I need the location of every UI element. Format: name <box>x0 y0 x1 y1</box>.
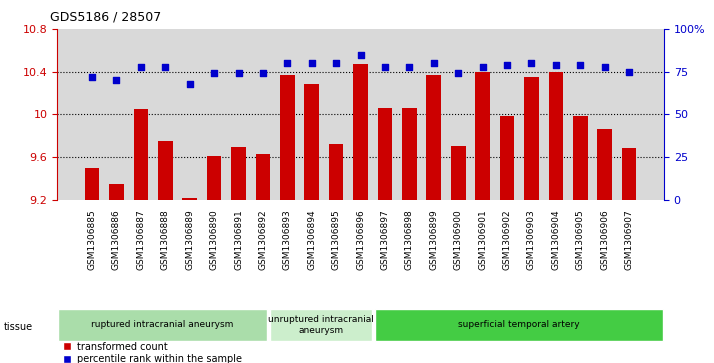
Bar <box>524 77 539 363</box>
Point <box>526 60 537 66</box>
Text: superficial temporal artery: superficial temporal artery <box>458 321 580 329</box>
Point <box>86 74 98 80</box>
Point <box>257 70 268 76</box>
Point <box>379 64 391 69</box>
Bar <box>402 108 417 363</box>
Point <box>428 60 440 66</box>
Bar <box>622 148 636 363</box>
Bar <box>231 147 246 363</box>
Point <box>477 64 488 69</box>
Text: ruptured intracranial aneurysm: ruptured intracranial aneurysm <box>91 321 234 329</box>
Point <box>599 64 610 69</box>
Point <box>208 70 220 76</box>
Point <box>453 70 464 76</box>
Legend: transformed count, percentile rank within the sample: transformed count, percentile rank withi… <box>62 342 241 363</box>
Bar <box>256 154 270 363</box>
FancyBboxPatch shape <box>59 309 267 341</box>
Point <box>355 52 366 57</box>
Bar <box>548 72 563 363</box>
Bar <box>500 117 514 363</box>
Point <box>331 60 342 66</box>
Bar <box>329 144 343 363</box>
Point <box>306 60 318 66</box>
Bar <box>109 184 124 363</box>
Bar <box>304 85 319 363</box>
Bar <box>158 141 173 363</box>
Bar <box>451 146 466 363</box>
Bar <box>378 108 392 363</box>
Point <box>184 81 196 86</box>
Text: tissue: tissue <box>4 322 33 332</box>
Bar <box>476 72 490 363</box>
Bar <box>280 75 295 363</box>
FancyBboxPatch shape <box>375 309 663 341</box>
Point <box>233 70 244 76</box>
Point <box>575 62 586 68</box>
Bar <box>353 64 368 363</box>
Bar <box>182 197 197 363</box>
Point <box>281 60 293 66</box>
Point <box>550 62 562 68</box>
Point <box>623 69 635 75</box>
Point <box>111 77 122 83</box>
Bar <box>85 168 99 363</box>
Bar <box>598 129 612 363</box>
FancyBboxPatch shape <box>270 309 373 341</box>
Text: unruptured intracranial
aneurysm: unruptured intracranial aneurysm <box>268 315 374 335</box>
Bar <box>207 156 221 363</box>
Point <box>159 64 171 69</box>
Point <box>501 62 513 68</box>
Point <box>135 64 146 69</box>
Text: GDS5186 / 28507: GDS5186 / 28507 <box>50 11 161 24</box>
Bar <box>573 117 588 363</box>
Bar <box>426 75 441 363</box>
Point <box>403 64 415 69</box>
Bar <box>134 109 149 363</box>
